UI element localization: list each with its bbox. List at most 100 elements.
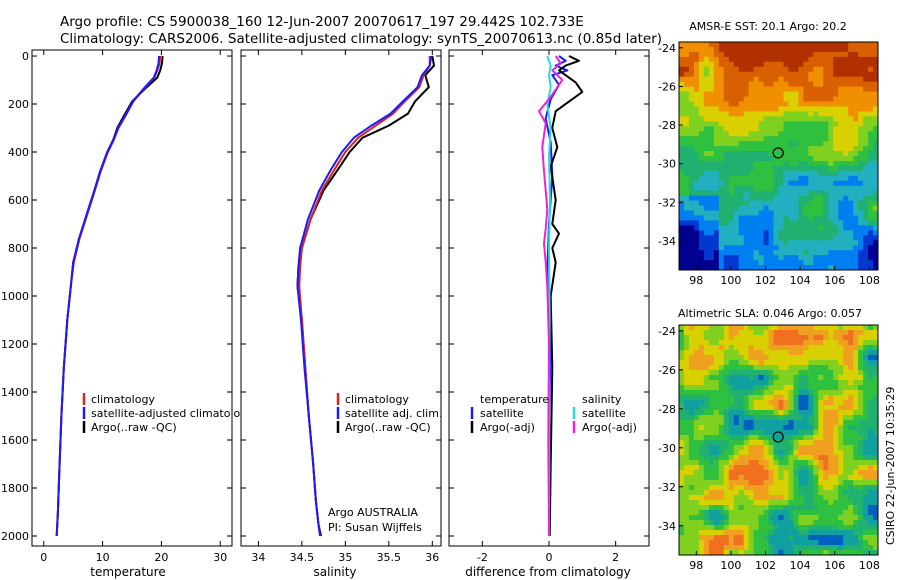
legend-sal-satellite-label: satellite: [582, 407, 626, 420]
sst-map-cell: [708, 91, 715, 97]
sst-map-cell: [728, 126, 735, 132]
sst-map-cell: [783, 255, 789, 261]
sst-map-cell: [783, 245, 789, 251]
sst-map-cell: [788, 141, 794, 147]
sst-map-cell: [743, 180, 750, 187]
sst-map-cell: [758, 76, 764, 83]
sst-map-cell: [723, 91, 730, 97]
sst-map-cell: [833, 136, 839, 142]
sla-map-cell: [753, 410, 760, 416]
sst-map-cell: [833, 126, 839, 132]
sla-map-cell: [823, 485, 829, 491]
sst-map-cell: [738, 51, 745, 58]
sla-map-cell: [773, 340, 779, 346]
sst-map-cell: [708, 215, 715, 221]
sla-map-cell: [843, 405, 849, 411]
sla-map-cell: [838, 385, 844, 391]
sla-map-cell: [823, 330, 829, 336]
sst-map-cell: [838, 116, 844, 122]
sst-map-cell: [828, 245, 834, 251]
sst-map-cell: [758, 235, 764, 241]
sst-map-cell: [863, 131, 869, 137]
sst-map-cell: [683, 146, 690, 152]
sst-map-cell: [838, 71, 844, 78]
sst-map-cell: [768, 116, 774, 122]
sst-map-cell: [813, 141, 819, 147]
sst-map-cell: [718, 225, 725, 231]
sla-map-cell: [828, 480, 834, 486]
sla-map-cell: [863, 395, 869, 401]
sla-map-cell: [778, 365, 784, 371]
sst-map-cell: [868, 265, 874, 271]
sla-map-cell: [873, 330, 879, 336]
sst-map-cell: [813, 111, 819, 117]
sst-map-cell: [753, 240, 760, 246]
sst-map-cell: [863, 86, 869, 92]
sla-map-cell: [753, 490, 760, 496]
sla-map-cell: [868, 375, 874, 381]
sst-map-cell: [873, 56, 879, 63]
sst-map-cell: [758, 101, 764, 107]
sla-map-cell: [788, 400, 794, 406]
sla-map-cell: [793, 390, 799, 396]
sst-map-cell: [838, 146, 844, 152]
sla-map-cell: [858, 515, 864, 521]
sst-map-cell: [753, 245, 760, 251]
sla-map-cell: [828, 470, 834, 476]
sst-map-cell: [848, 225, 854, 231]
sst-map-cell: [828, 51, 834, 58]
sla-map-cell: [833, 355, 839, 361]
sst-map-cell: [858, 81, 864, 88]
sst-map-cell: [763, 235, 769, 241]
sst-map-cell: [753, 91, 760, 97]
sst-map-cell: [873, 146, 879, 152]
sla-map-cell: [763, 395, 769, 401]
sst-map-cell: [788, 215, 794, 221]
sla-map-cell: [778, 415, 784, 421]
sla-map-cell: [728, 365, 735, 371]
sst-map-cell: [818, 245, 824, 251]
sla-map-cell: [803, 410, 809, 416]
sla-map-cell: [838, 440, 844, 446]
sla-map-cell: [743, 475, 750, 481]
sst-map-cell: [688, 86, 695, 92]
sla-map-cell: [773, 405, 779, 411]
sla-map-cell: [798, 370, 804, 376]
sla-map-cell: [813, 375, 819, 381]
sst-map-cell: [693, 46, 700, 53]
sla-map-cell: [858, 540, 864, 546]
sst-map-cell: [723, 156, 730, 162]
sla-map-cell: [868, 505, 874, 511]
sst-map-cell: [838, 121, 844, 127]
sst-map-cell: [703, 175, 710, 182]
sla-map-cell: [803, 535, 809, 541]
sla-map-cell: [723, 385, 730, 391]
sst-map-cell: [793, 76, 799, 83]
sst-map-cell: [853, 111, 859, 117]
sst-map-cell: [813, 160, 819, 167]
sst-map-cell: [708, 151, 715, 157]
sst-map-cell: [758, 91, 764, 97]
sst-map-cell: [708, 76, 715, 83]
sst-map-cell: [718, 151, 725, 157]
sla-map-cell: [698, 390, 705, 396]
sla-map-cell: [679, 475, 685, 481]
sla-map-cell: [873, 515, 879, 521]
sla-map-cell: [818, 480, 824, 486]
sst-map-cell: [823, 76, 829, 83]
sst-map-cell: [679, 175, 685, 182]
sla-map-cell: [868, 360, 874, 366]
sla-xtick-label: 98: [689, 559, 703, 572]
sla-map-cell: [703, 370, 710, 376]
sst-map-cell: [778, 106, 784, 112]
sla-map-cell: [788, 335, 794, 341]
sla-map-cell: [868, 385, 874, 391]
sla-map-cell: [698, 485, 705, 491]
sla-map-cell: [698, 345, 705, 351]
sla-map-cell: [823, 455, 829, 461]
sla-map-cell: [703, 395, 710, 401]
sla-map-cell: [833, 420, 839, 426]
sst-map-cell: [763, 71, 769, 78]
sst-map-cell: [743, 175, 750, 182]
sla-map-cell: [718, 460, 725, 466]
